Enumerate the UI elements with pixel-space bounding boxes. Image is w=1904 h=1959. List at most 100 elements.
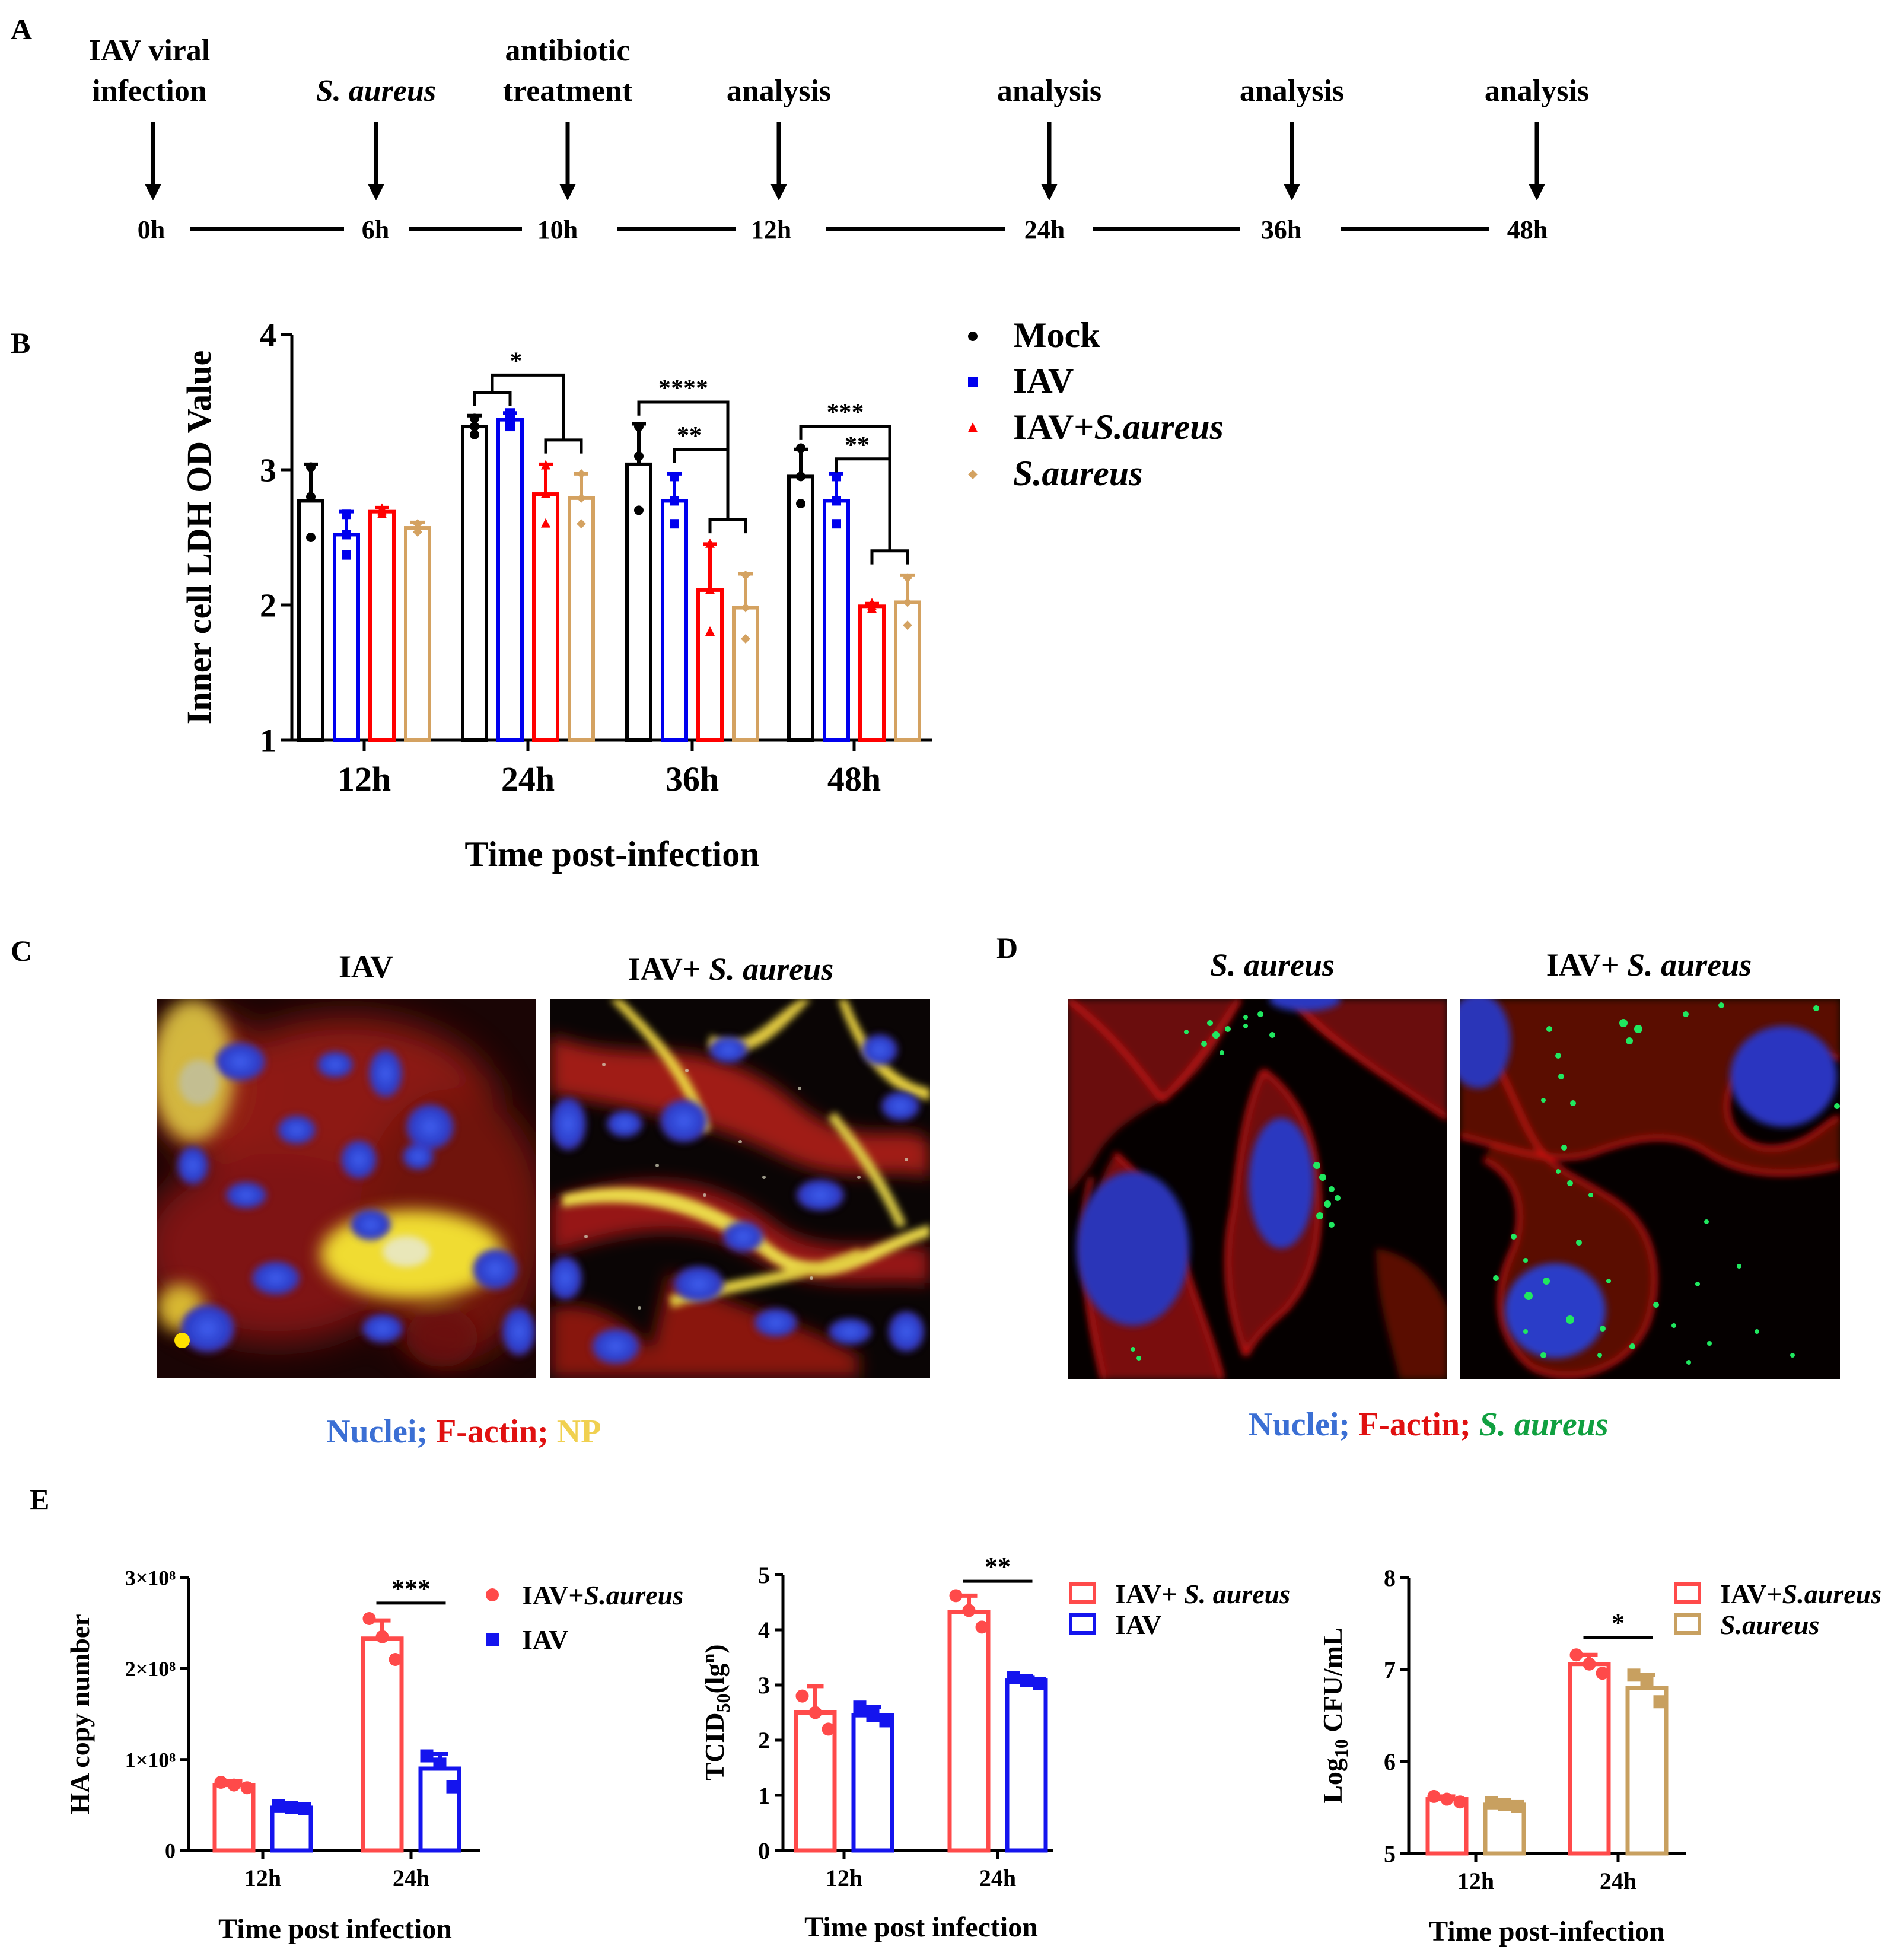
significance-label: **** <box>658 375 708 402</box>
data-point <box>375 1630 389 1643</box>
bar <box>368 509 396 742</box>
bar <box>823 499 850 742</box>
timeline-time: 6h <box>362 215 389 244</box>
data-point <box>634 451 644 461</box>
tcid50-chart: 0 1 2 3 4 5 12h 24h Time post infection TCID50(lg… <box>699 1552 1290 1943</box>
significance-bracket <box>544 438 583 454</box>
legend-swatch <box>1069 1582 1096 1604</box>
timeline-label: antibiotic <box>505 34 631 68</box>
data-point <box>1440 1792 1454 1806</box>
bar <box>361 1636 404 1853</box>
data-point <box>413 527 422 537</box>
timeline-time: 12h <box>751 215 791 244</box>
data-point <box>975 1620 989 1634</box>
bar <box>333 533 360 742</box>
bar <box>496 418 524 742</box>
data-point <box>306 492 316 502</box>
data-point <box>796 443 805 453</box>
y-tick-label: 1×10⁸ <box>125 1748 176 1772</box>
y-tick-label: 5 <box>1384 1840 1396 1867</box>
x-axis-label: Time post infection <box>804 1912 1038 1943</box>
data-point <box>903 597 912 607</box>
data-point <box>796 499 805 508</box>
legend-swatch <box>1674 1582 1701 1604</box>
data-point <box>962 1604 976 1617</box>
legend-factin: F-actin; <box>428 1413 549 1450</box>
data-point <box>342 509 351 520</box>
timeline-time: 24h <box>1024 215 1065 244</box>
bar <box>1005 1678 1048 1853</box>
x-tick-label: 12h <box>244 1865 281 1891</box>
timeline-time: 36h <box>1261 215 1301 244</box>
data-point <box>306 462 316 472</box>
y-axis-label: Log10 CFU/mL <box>1317 1627 1352 1804</box>
bar <box>661 499 688 742</box>
legend-factin-d: F-actin; <box>1350 1406 1471 1443</box>
panel-d-microscopy: S. aureus IAV+ S. aureus <box>1068 947 1840 1443</box>
significance-label: * <box>1612 1608 1625 1638</box>
data-point <box>705 538 715 548</box>
timeline-arrowhead <box>770 184 787 200</box>
timeline-label: analysis <box>1240 74 1344 108</box>
panel-label-b: B <box>11 326 30 359</box>
y-tick-label: 2 <box>758 1727 770 1754</box>
panel-label-c: C <box>11 934 32 967</box>
x-tick-label: 12h <box>826 1865 862 1891</box>
y-tick-label: 4 <box>260 317 276 354</box>
data-point <box>866 1709 880 1722</box>
legend-swatch <box>1674 1613 1701 1635</box>
x-axis-label: Time post-infection <box>464 834 759 874</box>
data-point <box>577 493 586 503</box>
bar <box>404 526 431 742</box>
data-point <box>470 422 479 432</box>
data-point <box>240 1781 254 1795</box>
bar <box>696 588 724 742</box>
y-tick-label: 0 <box>165 1839 176 1863</box>
bar <box>568 496 595 742</box>
legend-text: Mock <box>1013 316 1100 355</box>
legend-text: IAV <box>1013 361 1074 400</box>
y-tick-label: 3 <box>758 1672 770 1699</box>
panel-c-microscopy: IAV IAV+ S. aureus <box>157 949 930 1450</box>
data-point <box>903 620 912 630</box>
data-point <box>342 550 351 560</box>
cfu-chart: 5 6 7 8 12h 24h Time post-infection Log10 CFU/m… <box>1317 1565 1881 1947</box>
significance-label: *** <box>391 1574 431 1603</box>
timeline-label: analysis <box>1485 74 1589 108</box>
significance-label: *** <box>827 399 864 426</box>
legend-entry: S.aureus <box>1013 454 1142 493</box>
y-tick-label: 1 <box>758 1782 770 1809</box>
data-point <box>741 603 750 613</box>
data-point <box>446 1780 460 1794</box>
data-point <box>741 570 750 580</box>
data-point <box>505 422 515 432</box>
data-point <box>968 332 978 341</box>
timeline-arrowhead <box>368 184 384 200</box>
x-tick-label: 24h <box>979 1865 1016 1891</box>
y-tick-label: 2×10⁸ <box>125 1657 176 1681</box>
data-point <box>670 496 679 506</box>
panel-c-channel-legend: Nuclei; F-actin; NP <box>326 1413 601 1450</box>
x-tick-label: 24h <box>393 1865 429 1891</box>
timeline-time: 48h <box>1507 215 1548 244</box>
significance-bracket <box>870 549 909 565</box>
data-point <box>541 488 550 498</box>
bar <box>947 1610 991 1853</box>
data-point <box>796 472 805 482</box>
bar <box>787 474 814 743</box>
timeline-arrowhead <box>1041 184 1058 200</box>
data-point <box>1007 1671 1020 1684</box>
legend-nuclei-d: Nuclei; <box>1249 1406 1350 1443</box>
bar <box>1568 1662 1611 1856</box>
ldh-bar-chart: 1 2 3 4 12h 24h 36h 48h Time post-infection Inner… <box>180 316 1224 874</box>
y-tick-label: 7 <box>1384 1657 1396 1683</box>
data-point <box>968 422 978 432</box>
data-point <box>1596 1667 1609 1680</box>
data-point <box>634 422 644 432</box>
data-point <box>670 519 679 529</box>
bar <box>851 1713 894 1853</box>
data-point <box>832 472 841 482</box>
panel-c-title-iav: IAV <box>339 949 393 985</box>
legend-np: NP <box>549 1413 601 1450</box>
micrograph-iav-s-aureus <box>550 999 930 1378</box>
